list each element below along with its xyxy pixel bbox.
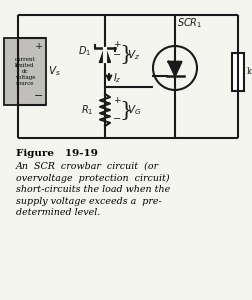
Text: $D_1$: $D_1$: [78, 44, 91, 58]
Text: $V_s$: $V_s$: [48, 64, 60, 78]
Text: $R_1$: $R_1$: [81, 103, 93, 117]
Text: −: −: [113, 115, 121, 124]
Text: An  SCR  crowbar  circuit  (or: An SCR crowbar circuit (or: [16, 162, 159, 171]
Text: load: load: [247, 67, 252, 76]
Text: $SCR_1$: $SCR_1$: [177, 16, 202, 30]
Text: $V_G$: $V_G$: [127, 103, 141, 117]
Text: current
limited
dc
voltage
source: current limited dc voltage source: [15, 57, 35, 86]
Text: +: +: [113, 40, 120, 49]
Text: −: −: [34, 91, 43, 101]
Text: $V_z$: $V_z$: [127, 48, 140, 62]
Text: +: +: [113, 96, 120, 105]
Text: Figure   19-19: Figure 19-19: [16, 149, 98, 158]
Polygon shape: [100, 48, 110, 62]
Text: supply voltage exceeds a  pre-: supply voltage exceeds a pre-: [16, 196, 162, 206]
Text: }: }: [119, 100, 132, 119]
Text: determined level.: determined level.: [16, 208, 100, 217]
Bar: [4, 38, 46, 105]
Polygon shape: [169, 62, 181, 76]
Text: $I_z$: $I_z$: [113, 71, 121, 85]
Text: −: −: [113, 51, 121, 60]
Text: +: +: [35, 42, 43, 51]
Text: overvoltage  protection  circuit): overvoltage protection circuit): [16, 173, 170, 183]
Text: }: }: [119, 46, 132, 64]
Text: short-circuits the load when the: short-circuits the load when the: [16, 185, 170, 194]
Bar: [232, 52, 244, 91]
